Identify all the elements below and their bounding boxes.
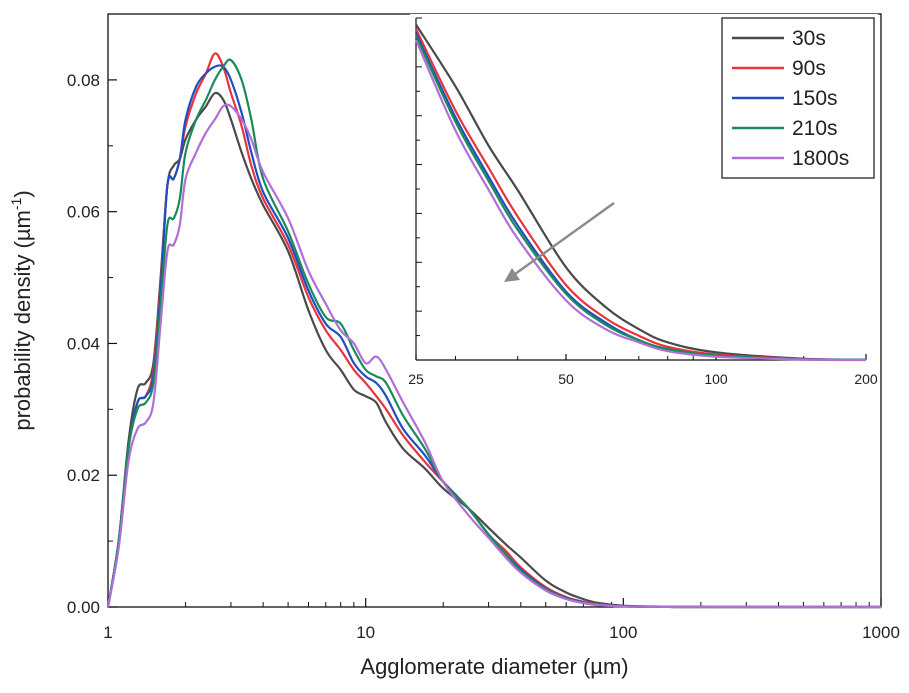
inset-x-tick-label: 25 bbox=[408, 371, 424, 387]
inset-x-tick-label: 200 bbox=[854, 371, 878, 387]
y-tick-label: 0.02 bbox=[67, 466, 100, 485]
y-axis-title-close: ) bbox=[10, 190, 35, 197]
y-axis-title-superscript: -1 bbox=[8, 197, 24, 210]
y-tick-label: 0.08 bbox=[67, 71, 100, 90]
series-line-1800s bbox=[106, 103, 881, 609]
legend-label-1800s: 1800s bbox=[792, 147, 849, 170]
chart-legend: 30s 90s 150s 210s 1800s bbox=[721, 17, 875, 179]
inset-trend-arrow-head bbox=[504, 268, 520, 282]
inset-series-line-1800s bbox=[414, 39, 867, 362]
x-tick-label: 10 bbox=[356, 623, 375, 642]
inset-series-line-30s bbox=[415, 24, 867, 361]
legend-label-90s: 90s bbox=[792, 57, 826, 80]
inset-x-tick-label: 50 bbox=[558, 371, 574, 387]
x-tick-label: 1000 bbox=[862, 623, 900, 642]
y-axis-title: probability density (µm-1) bbox=[8, 190, 35, 430]
main-plot-area: 1 10 100 1000 0.00 0.02 0.04 0.06 0.08 Agglomerat… bbox=[8, 13, 900, 679]
legend-label-30s: 30s bbox=[792, 27, 826, 50]
y-tick-label: 0.06 bbox=[67, 203, 100, 222]
x-tick-label: 1 bbox=[103, 623, 112, 642]
legend-label-150s: 150s bbox=[792, 87, 838, 110]
y-tick-label: 0.04 bbox=[67, 334, 100, 353]
legend-label-210s: 210s bbox=[792, 117, 838, 140]
y-tick-label: 0.00 bbox=[67, 598, 100, 617]
inset-trend-arrow-shaft bbox=[512, 202, 615, 277]
y-axis-title-text: probability density (µm bbox=[10, 210, 35, 431]
inset-x-tick-label: 100 bbox=[704, 371, 728, 387]
x-axis-title: Agglomerate diameter (µm) bbox=[360, 654, 628, 679]
x-tick-label: 100 bbox=[609, 623, 637, 642]
